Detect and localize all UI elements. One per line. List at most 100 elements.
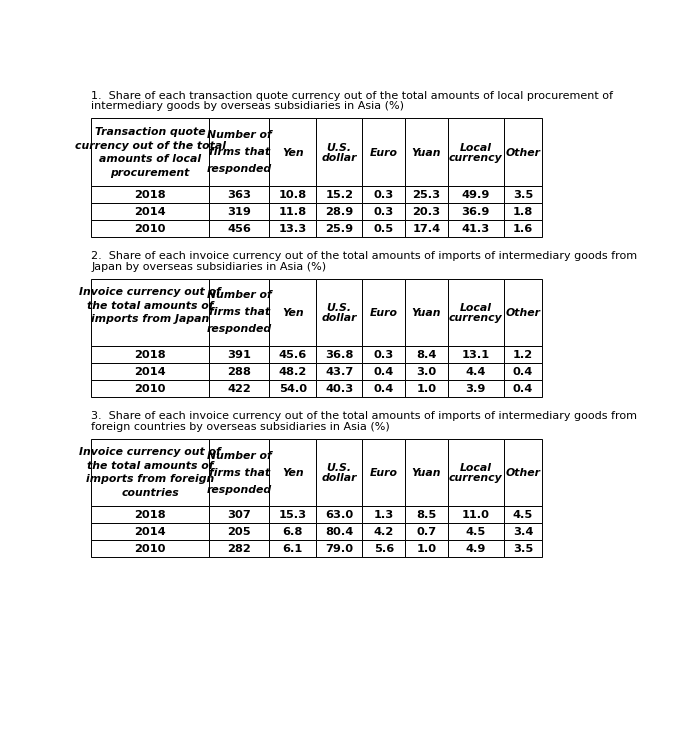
Bar xyxy=(447,279,503,346)
Text: 15.2: 15.2 xyxy=(325,190,353,199)
Text: 5.6: 5.6 xyxy=(373,544,394,554)
Bar xyxy=(316,118,362,186)
Bar xyxy=(447,203,503,220)
Text: 10.8: 10.8 xyxy=(279,190,307,199)
Bar xyxy=(209,203,269,220)
Bar xyxy=(405,279,447,346)
Bar xyxy=(91,507,209,523)
Bar xyxy=(362,439,405,507)
Text: 0.4: 0.4 xyxy=(513,366,533,377)
Text: 36.8: 36.8 xyxy=(325,350,354,360)
Text: 4.5: 4.5 xyxy=(513,510,533,520)
Bar xyxy=(316,507,362,523)
Text: 0.5: 0.5 xyxy=(374,223,394,234)
Text: Other: Other xyxy=(505,468,541,478)
Text: U.S.: U.S. xyxy=(326,143,352,153)
Bar xyxy=(209,346,269,364)
Text: 36.9: 36.9 xyxy=(462,207,490,217)
Bar xyxy=(269,380,316,397)
Text: currency out of the total: currency out of the total xyxy=(75,140,226,150)
Text: Other: Other xyxy=(505,147,541,158)
Text: Invoice currency out of: Invoice currency out of xyxy=(80,287,221,297)
Text: Japan by overseas subsidiaries in Asia (%): Japan by overseas subsidiaries in Asia (… xyxy=(91,261,326,272)
Text: 48.2: 48.2 xyxy=(279,366,307,377)
Bar xyxy=(209,523,269,540)
Text: U.S.: U.S. xyxy=(326,464,352,473)
Bar xyxy=(405,523,447,540)
Text: Euro: Euro xyxy=(370,308,398,318)
Bar xyxy=(405,118,447,186)
Text: 25.3: 25.3 xyxy=(412,190,441,199)
Bar xyxy=(362,186,405,203)
Bar xyxy=(503,523,542,540)
Bar xyxy=(316,279,362,346)
Bar xyxy=(362,523,405,540)
Text: 2014: 2014 xyxy=(134,527,166,537)
Bar xyxy=(503,118,542,186)
Bar xyxy=(362,203,405,220)
Text: currency: currency xyxy=(449,473,503,483)
Text: 0.3: 0.3 xyxy=(373,190,394,199)
Text: 13.3: 13.3 xyxy=(279,223,307,234)
Text: Yuan: Yuan xyxy=(411,147,441,158)
Bar xyxy=(362,118,405,186)
Bar xyxy=(362,220,405,237)
Text: 0.4: 0.4 xyxy=(373,384,394,393)
Text: imports from Japan: imports from Japan xyxy=(91,314,209,324)
Text: 8.5: 8.5 xyxy=(416,510,437,520)
Text: 49.9: 49.9 xyxy=(462,190,490,199)
Text: Yen: Yen xyxy=(282,308,303,318)
Bar xyxy=(91,380,209,397)
Bar xyxy=(362,540,405,557)
Bar xyxy=(316,220,362,237)
Bar xyxy=(269,186,316,203)
Bar xyxy=(316,346,362,364)
Text: dollar: dollar xyxy=(322,153,357,163)
Bar xyxy=(447,540,503,557)
Text: 1.0: 1.0 xyxy=(416,384,437,393)
Text: Yen: Yen xyxy=(282,147,303,158)
Text: Number of: Number of xyxy=(207,450,271,461)
Bar xyxy=(503,279,542,346)
Bar xyxy=(316,186,362,203)
Text: 63.0: 63.0 xyxy=(325,510,354,520)
Bar xyxy=(503,380,542,397)
Bar xyxy=(447,439,503,507)
Text: Number of: Number of xyxy=(207,131,271,140)
Bar xyxy=(91,186,209,203)
Bar xyxy=(503,364,542,380)
Bar xyxy=(362,364,405,380)
Text: Local: Local xyxy=(460,464,492,473)
Text: 4.5: 4.5 xyxy=(466,527,486,537)
Text: 0.3: 0.3 xyxy=(373,207,394,217)
Bar xyxy=(503,203,542,220)
Text: responded: responded xyxy=(207,485,272,494)
Text: U.S.: U.S. xyxy=(326,303,352,313)
Text: imports from foreign: imports from foreign xyxy=(86,474,214,485)
Bar xyxy=(405,540,447,557)
Text: 80.4: 80.4 xyxy=(325,527,354,537)
Bar xyxy=(503,220,542,237)
Text: currency: currency xyxy=(449,153,503,163)
Bar xyxy=(269,523,316,540)
Bar xyxy=(447,186,503,203)
Bar xyxy=(269,279,316,346)
Text: dollar: dollar xyxy=(322,473,357,483)
Text: 20.3: 20.3 xyxy=(412,207,441,217)
Text: firms that: firms that xyxy=(209,307,270,318)
Bar xyxy=(91,439,209,507)
Text: 15.3: 15.3 xyxy=(279,510,307,520)
Bar xyxy=(503,507,542,523)
Text: 2010: 2010 xyxy=(135,223,166,234)
Text: 2018: 2018 xyxy=(134,190,166,199)
Bar xyxy=(269,439,316,507)
Text: Euro: Euro xyxy=(370,147,398,158)
Text: 2018: 2018 xyxy=(134,510,166,520)
Text: 282: 282 xyxy=(227,544,251,554)
Text: Yen: Yen xyxy=(282,468,303,478)
Bar xyxy=(269,203,316,220)
Bar xyxy=(362,507,405,523)
Bar xyxy=(269,118,316,186)
Text: 3.4: 3.4 xyxy=(513,527,533,537)
Text: Yuan: Yuan xyxy=(411,308,441,318)
